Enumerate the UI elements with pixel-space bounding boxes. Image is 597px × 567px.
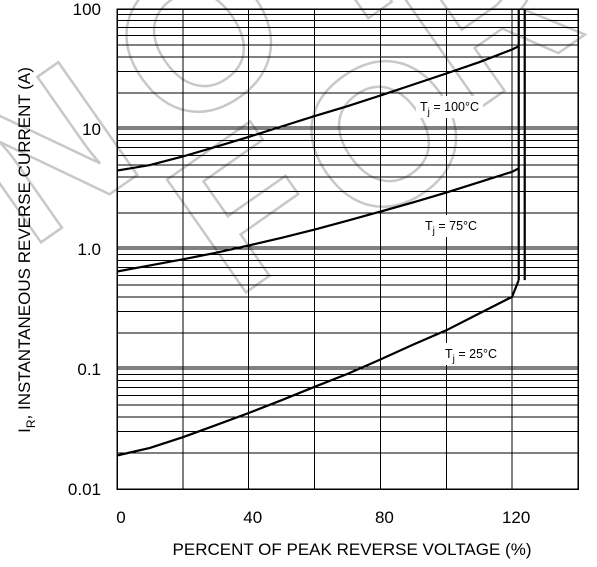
y-axis-title-rest: , INSTANTANEOUS REVERSE CURRENT (A) [15,67,34,419]
curve-label: Tj = 25°C [441,343,502,365]
series-line-100c [116,45,520,172]
curve-labels: Tj = 100°C Tj = 75°C Tj = 25°C [416,96,502,365]
x-tick-label: 80 [375,508,394,527]
y-axis-title-sub: R [24,419,38,428]
y-tick-label: 1.0 [77,240,101,259]
x-tick-label: 0 [116,508,125,527]
curve-label: Tj = 75°C [421,215,482,237]
series-line-75c [116,167,520,273]
y-tick-label: 0.01 [68,480,101,499]
curve-label-bg [416,96,484,118]
y-tick-label: 100 [73,0,101,19]
x-tick-label: 120 [502,508,530,527]
y-tick-label: 0.1 [77,360,101,379]
plot-frame [116,8,579,490]
watermark: NOTFOR [0,0,597,336]
curve-label: Tj = 100°C [416,96,484,118]
plot-grid [116,8,579,490]
curve-label-text: Tj = 75°C [425,219,477,237]
x-axis-title: PERCENT OF PEAK REVERSE VOLTAGE (%) [173,540,532,559]
y-axis-title-main: I [15,428,34,433]
curve-label-text: Tj = 25°C [445,347,497,365]
curve-label-bg [441,343,502,365]
series-line-25c [116,279,520,457]
curve-label-bg [421,215,482,237]
axis-tick-labels: 0 40 80 120 100 10 1.0 0.1 0.01 [68,0,530,527]
x-tick-label: 40 [243,508,262,527]
y-tick-label: 10 [82,120,101,139]
y-axis-title: IR, INSTANTANEOUS REVERSE CURRENT (A) [15,67,38,433]
series-curves [116,9,526,457]
curve-label-text: Tj = 100°C [420,100,479,118]
